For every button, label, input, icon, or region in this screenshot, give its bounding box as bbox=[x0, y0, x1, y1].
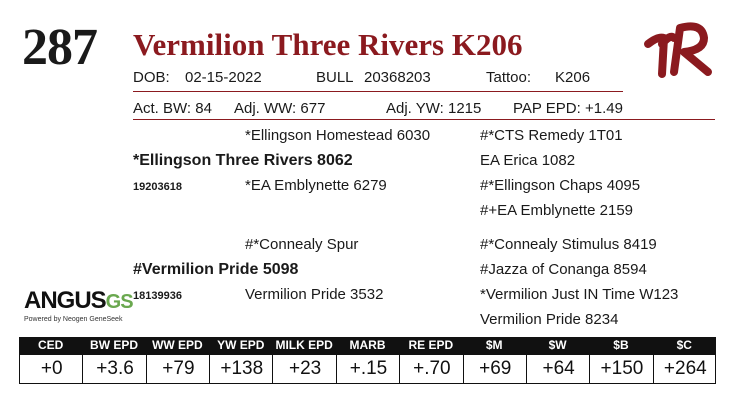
lot-number: 287 bbox=[22, 19, 98, 76]
epd-cell-divider bbox=[399, 355, 401, 383]
epd-cell-divider bbox=[209, 355, 211, 383]
epd-value-ced: +0 bbox=[40, 358, 63, 379]
epd-cell-divider bbox=[652, 355, 654, 383]
epd-header-row: CED BW EPD WW EPD YW EPD MILK EPD MARB EPD RE … bbox=[19, 337, 716, 369]
epd-value-bw-epd: +3.6 bbox=[96, 358, 134, 379]
dam-sire-sire: #*Connealy Stimulus 8419 bbox=[480, 236, 657, 253]
epd-header-re-epd: RE EPD bbox=[408, 338, 454, 352]
epd-value-yw-epd: +138 bbox=[220, 358, 264, 379]
epd-header-m: $M bbox=[485, 338, 503, 352]
gs-wordmark: GS bbox=[105, 291, 134, 313]
epd-value-w: +64 bbox=[542, 358, 575, 379]
performance-divider bbox=[133, 119, 715, 120]
epd-header-marb-epd: MARB EPD bbox=[349, 338, 386, 369]
epd-cell-divider bbox=[589, 355, 591, 383]
epd-value-ww-epd: +79 bbox=[162, 358, 195, 379]
vermilion-brand-logo bbox=[640, 14, 720, 84]
epd-header-bw-epd: BW EPD bbox=[90, 338, 139, 352]
sire-registration: 19203618 bbox=[133, 181, 182, 193]
tattoo-value: K206 bbox=[555, 69, 591, 86]
epd-value-marb-epd: +.15 bbox=[349, 358, 388, 379]
dam-sire-dam: #Jazza of Conanga 8594 bbox=[480, 261, 647, 278]
sire-sire: *Ellingson Homestead 6030 bbox=[245, 127, 431, 144]
epd-header-ced: CED bbox=[38, 338, 64, 352]
epd-value-re-epd: +.70 bbox=[413, 358, 451, 379]
epd-cell-divider bbox=[525, 355, 527, 383]
epd-cell-divider bbox=[82, 355, 84, 383]
sire-sire-dam: EA Erica 1082 bbox=[480, 152, 576, 169]
sire-dam-sire: #*Ellingson Chaps 4095 bbox=[480, 177, 641, 194]
dob-label: DOB: bbox=[133, 69, 170, 86]
dob-value: 02-15-2022 bbox=[185, 69, 262, 86]
dam-dam: Vermilion Pride 3532 bbox=[245, 286, 384, 303]
epd-value-b: +150 bbox=[600, 358, 644, 379]
adj-ww: Adj. WW: 677 bbox=[234, 100, 326, 117]
epd-cell-divider bbox=[272, 355, 274, 383]
tattoo-label: Tattoo: bbox=[486, 69, 532, 86]
header-divider bbox=[133, 91, 623, 92]
sire-dam-dam: #+EA Emblynette 2159 bbox=[480, 202, 634, 219]
epd-value-milk-epd: +23 bbox=[289, 358, 322, 379]
epd-cell-divider bbox=[145, 355, 147, 383]
epd-value-c: +264 bbox=[663, 358, 707, 379]
epd-value-m: +69 bbox=[479, 358, 512, 379]
epd-header-c: $C bbox=[676, 338, 692, 352]
sex-label: BULL bbox=[316, 69, 354, 86]
epd-header-b: $B bbox=[613, 338, 629, 352]
epd-cell-divider bbox=[335, 355, 337, 383]
dam-name: #Vermilion Pride 5098 bbox=[133, 261, 299, 278]
epd-header-yw-epd: YW EPD bbox=[217, 338, 265, 352]
epd-header-w: $W bbox=[548, 338, 567, 352]
dam-dam-dam: Vermilion Pride 8234 bbox=[480, 311, 619, 328]
sire-name: *Ellingson Three Rivers 8062 bbox=[133, 152, 353, 169]
adj-yw: Adj. YW: 1215 bbox=[386, 100, 482, 117]
epd-cell-divider bbox=[462, 355, 464, 383]
dam-sire: #*Connealy Spur bbox=[245, 236, 359, 253]
dam-registration: 18139936 bbox=[133, 290, 182, 302]
dam-dam-sire: *Vermilion Just IN Time W123 bbox=[480, 286, 679, 303]
epd-values-row: +0 +3.6 +79 +138 +23 +.15 +.70 +69 +64 +150 +264 bbox=[19, 354, 716, 384]
angus-tagline: Powered by Neogen GeneSeek bbox=[24, 316, 123, 323]
angus-gs-logo: ANGUSGS Powered by Neogen GeneSeek bbox=[24, 287, 134, 325]
epd-header-milk-epd: MILK EPD bbox=[275, 338, 333, 352]
sire-dam: *EA Emblynette 6279 bbox=[245, 177, 387, 194]
sire-sire-sire: #*CTS Remedy 1T01 bbox=[480, 127, 623, 144]
epd-header-ww-epd: WW EPD bbox=[152, 338, 203, 352]
angus-wordmark: ANGUS bbox=[24, 287, 107, 314]
pap-epd: PAP EPD: +1.49 bbox=[513, 100, 623, 117]
registration-number: 20368203 bbox=[364, 69, 431, 86]
actual-bw: Act. BW: 84 bbox=[133, 100, 212, 117]
animal-name: Vermilion Three Rivers K206 bbox=[133, 27, 523, 62]
